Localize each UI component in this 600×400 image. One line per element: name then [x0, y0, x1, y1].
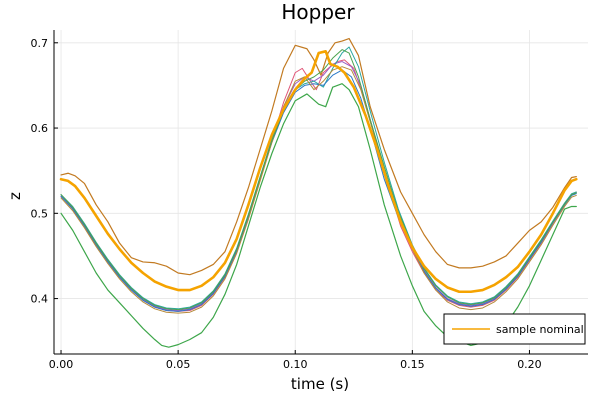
x-tick-label-2: 0.10 — [283, 358, 308, 371]
series-line-6 — [60, 66, 577, 314]
series-line-5 — [60, 69, 577, 312]
y-tick-label-2: 0.6 — [31, 122, 49, 135]
tick-labels: 0.00 0.05 0.10 0.15 0.20 0.4 0.5 0.6 0.7 — [31, 37, 542, 371]
series-line-0 — [60, 37, 577, 276]
y-tick-label-0: 0.4 — [31, 293, 49, 306]
y-axis-label: z — [6, 192, 24, 200]
x-tick-label-4: 0.20 — [517, 358, 542, 371]
series-line-sample-nominal — [59, 50, 578, 294]
series-line-7 — [60, 49, 577, 311]
legend-label-0: sample nominal — [496, 323, 584, 336]
y-tick-label-1: 0.5 — [31, 207, 49, 220]
chart-title: Hopper — [281, 0, 355, 24]
x-tick-label-1: 0.05 — [166, 358, 191, 371]
y-tick-label-3: 0.7 — [31, 37, 49, 50]
x-axis-label: time (s) — [291, 375, 349, 393]
series-line-4 — [60, 46, 577, 310]
x-tick-label-3: 0.15 — [400, 358, 425, 371]
series-line-3 — [60, 61, 577, 312]
x-tick-label-0: 0.00 — [49, 358, 74, 371]
axes — [53, 30, 588, 355]
legend: sample nominal — [443, 313, 586, 345]
